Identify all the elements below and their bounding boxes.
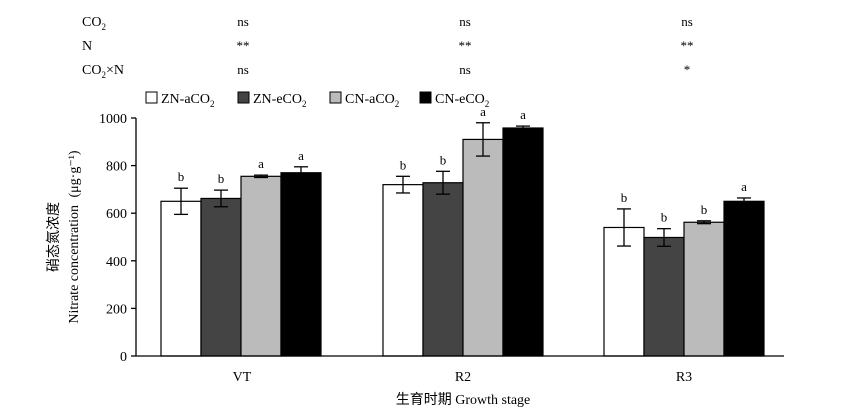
y-tick-label: 400 <box>106 255 127 270</box>
y-tick-label: 600 <box>106 207 127 222</box>
significance-letter: b <box>701 202 708 217</box>
stats-cell: ns <box>459 14 471 29</box>
significance-letter: b <box>178 169 185 184</box>
significance-letter: b <box>440 152 447 167</box>
legend-label: CN-eCO2 <box>435 92 489 109</box>
y-axis-label-english: Nitrate concentration (μg·g⁻¹) <box>67 150 82 323</box>
legend-label: CN-aCO2 <box>345 92 399 109</box>
bar <box>603 226 645 357</box>
stats-cell: * <box>684 62 691 77</box>
significance-letter: a <box>258 156 264 171</box>
stats-cell: ns <box>237 62 249 77</box>
bar <box>462 138 504 357</box>
bar <box>422 182 464 357</box>
x-tick-label: VT <box>233 370 252 385</box>
stats-cell: ns <box>681 14 693 29</box>
stats-cell: ** <box>459 38 472 53</box>
bar <box>643 236 685 357</box>
stats-row-label: N <box>82 39 92 54</box>
bar <box>683 221 725 357</box>
y-axis-label-unit: (μg·g⁻¹) <box>67 150 82 197</box>
stats-row-label: CO2 <box>82 15 106 32</box>
y-tick-label: 0 <box>120 350 127 365</box>
x-tick-label: R2 <box>455 370 471 385</box>
legend-swatch <box>145 91 158 104</box>
legend-swatch <box>419 91 432 104</box>
legend-label: ZN-eCO2 <box>253 92 307 109</box>
x-axis-label: 生育时期 Growth stage <box>396 392 531 408</box>
y-tick-label: 800 <box>106 160 127 175</box>
bar <box>200 197 242 357</box>
stats-cell: ** <box>237 38 250 53</box>
y-tick-label: 200 <box>106 302 127 317</box>
stats-cell: ns <box>237 14 249 29</box>
stats-row-label: CO2×N <box>82 63 124 80</box>
plot-area: b b b b b b a a b a a a 0 200 400 600 800 1000 VT R2 R3 <box>99 104 784 385</box>
x-tick-label: R3 <box>676 370 692 385</box>
bar <box>502 127 544 357</box>
significance-letter: a <box>480 104 486 119</box>
bar <box>280 172 322 357</box>
significance-table: CO2 ns ns ns N ** ** ** CO2×N ns ns * <box>82 14 694 80</box>
significance-letter: b <box>218 171 225 186</box>
significance-letter: b <box>400 157 407 172</box>
bar <box>723 200 765 357</box>
legend-label: ZN-aCO2 <box>161 92 215 109</box>
bar <box>160 200 202 357</box>
y-axis-label-text: Nitrate concentration <box>67 205 82 324</box>
stats-cell: ns <box>459 62 471 77</box>
legend-swatch <box>329 91 342 104</box>
significance-letter: a <box>298 148 304 163</box>
y-axis-label-chinese: 硝态氮浓度 <box>46 202 62 272</box>
y-tick-label: 1000 <box>99 112 127 127</box>
legend-swatch <box>237 91 250 104</box>
bar <box>240 175 282 357</box>
significance-letter: b <box>661 210 668 225</box>
legend: ZN-aCO2 ZN-eCO2 CN-aCO2 CN-eCO2 <box>145 91 489 109</box>
stats-cell: ** <box>681 38 694 53</box>
bar <box>382 184 424 357</box>
significance-letter: a <box>741 179 747 194</box>
significance-letter: b <box>621 190 628 205</box>
significance-letter: a <box>520 107 526 122</box>
